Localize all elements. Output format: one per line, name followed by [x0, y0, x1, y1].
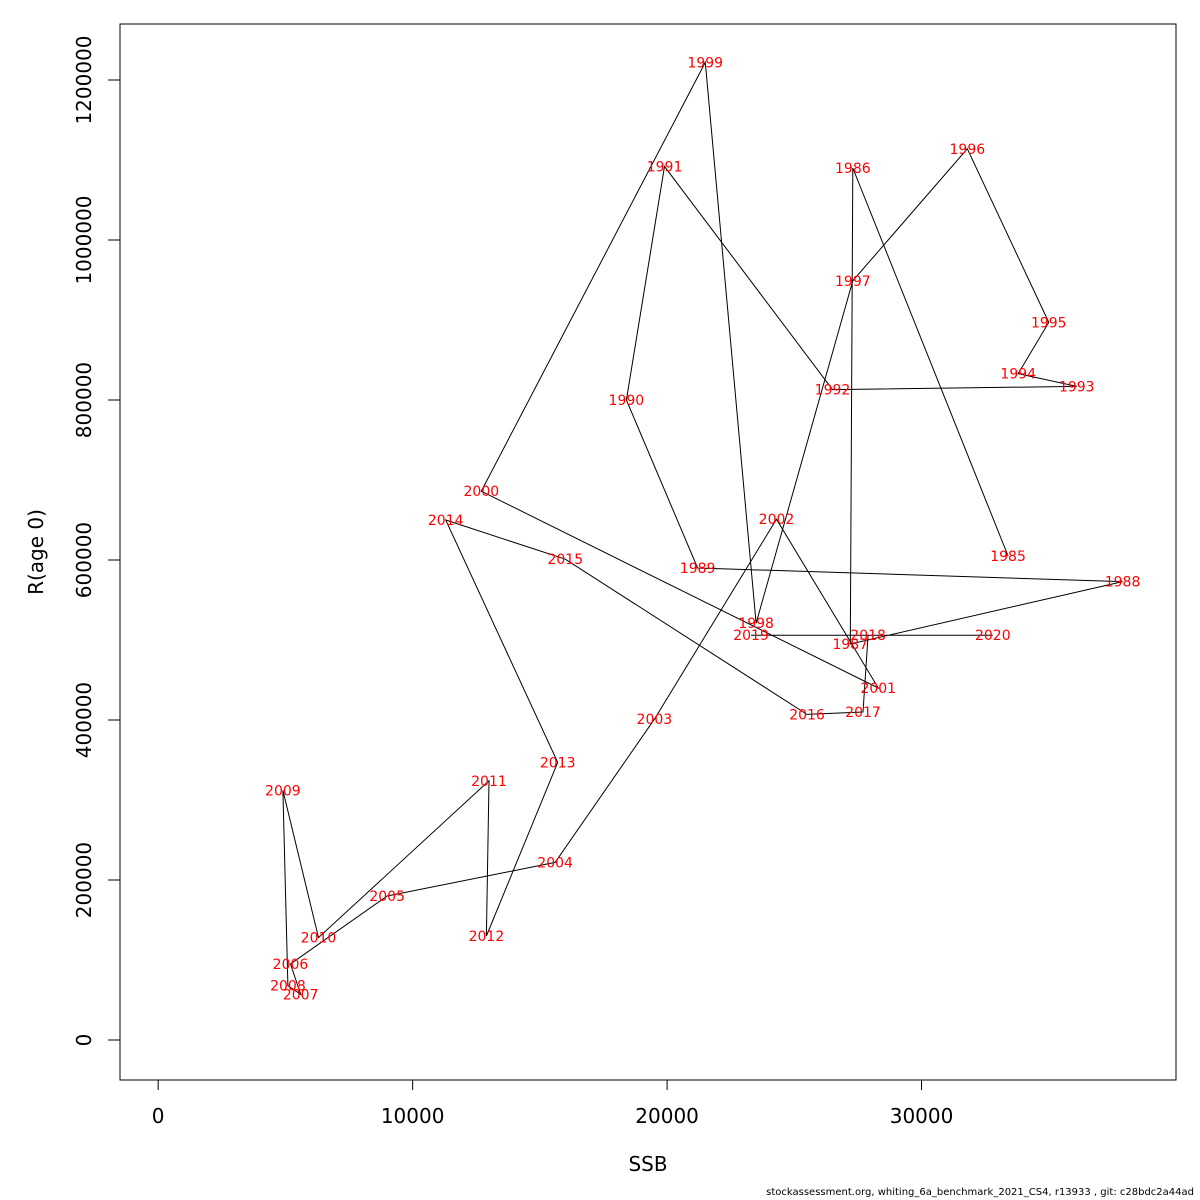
y-tick-label: 400000 [72, 682, 96, 758]
year-label: 2001 [860, 681, 896, 697]
year-label: 2012 [469, 929, 505, 945]
year-label: 2003 [637, 712, 673, 728]
year-label: 2002 [759, 512, 795, 528]
year-label: 2006 [273, 957, 309, 973]
y-axis-title: R(age 0) [24, 509, 48, 595]
year-label: 1995 [1031, 315, 1067, 331]
year-label: 1992 [815, 383, 851, 399]
year-label: 2000 [464, 484, 500, 500]
y-tick-label: 800000 [72, 362, 96, 438]
year-label: 2009 [265, 783, 301, 799]
footer-credit: stockassessment.org, whiting_6a_benchmar… [766, 1187, 1194, 1198]
year-label: 2007 [283, 987, 319, 1003]
year-label: 2015 [547, 552, 583, 568]
year-label: 2019 [733, 628, 769, 644]
year-label: 1987 [832, 637, 868, 653]
year-label: 2014 [428, 513, 464, 529]
year-label: 2008 [270, 979, 306, 995]
trajectory-line [282, 60, 1123, 996]
year-label: 1998 [738, 616, 774, 632]
year-labels: 1985 1986 1987 1988 1989 1990 1991 1992 1993 1994… [265, 55, 1140, 1003]
x-tick-label: 20000 [635, 1104, 699, 1128]
year-label: 1999 [687, 55, 723, 71]
year-label: 1991 [647, 159, 683, 175]
year-label: 2011 [471, 774, 507, 790]
year-label: 2005 [369, 889, 405, 905]
x-tick-label: 10000 [381, 1104, 445, 1128]
y-tick-label: 600000 [72, 522, 96, 598]
year-label: 1989 [680, 561, 716, 577]
year-label: 1994 [1000, 367, 1036, 383]
year-label: 2010 [301, 931, 337, 947]
year-label: 1993 [1059, 379, 1095, 395]
year-label: 2018 [850, 628, 886, 644]
x-tick-label: 0 [152, 1104, 165, 1128]
y-axis: 0 200000 400000 600000 800000 1000000 1200000 [72, 35, 121, 1047]
year-label: 1986 [835, 161, 871, 177]
year-label: 1997 [835, 274, 871, 290]
year-label: 2017 [845, 705, 881, 721]
x-tick-label: 30000 [890, 1104, 954, 1128]
y-tick-label: 200000 [72, 842, 96, 918]
y-tick-label: 1200000 [72, 35, 96, 124]
year-label: 1990 [609, 393, 645, 409]
year-label: 2013 [540, 755, 576, 771]
y-tick-label: 0 [72, 1034, 96, 1047]
year-label: 1985 [990, 549, 1026, 565]
recruitment-trajectory [282, 60, 1123, 996]
year-label: 2016 [789, 707, 825, 723]
year-label: 2020 [975, 628, 1011, 644]
y-tick-label: 1000000 [72, 195, 96, 284]
x-axis: 0 10000 20000 30000 [152, 1079, 954, 1128]
year-label: 1988 [1105, 575, 1141, 591]
year-label: 1996 [950, 142, 986, 158]
x-axis-title: SSB [628, 1152, 667, 1176]
year-label: 2004 [537, 855, 573, 871]
